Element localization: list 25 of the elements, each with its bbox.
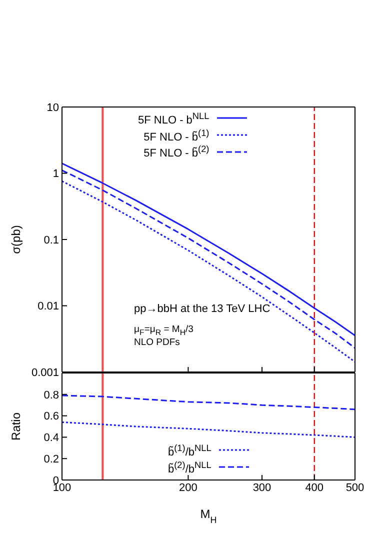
x-tick-label: 400 [305,482,324,494]
y-tick-label: 0.6 [44,410,59,423]
y-tick-label: 0.4 [44,432,59,444]
y-tick-label: 0.2 [44,454,59,466]
y-axis-title: σ(pb) [9,225,23,254]
legend-label: b̃$^{(2)}$/b$^{NLL}$ [168,458,212,476]
x-tick-label: 100 [52,482,72,494]
y-axis-title: Ratio [9,412,23,441]
y-tick-label: 1 [52,168,59,180]
annotation: μ$_{F}$=μ$_{R}$ = M$_{H}$/3 [134,324,194,337]
legend-label: 5F NLO - b$^{NLL}$ [138,110,210,127]
legend-label: 5F NLO - b̃$^{(2)}$ [144,143,210,160]
x-axis-title: M$_{H}$ [200,507,217,525]
x-tick-label: 500 [346,482,364,494]
legend-label: b̃$^{(1)}$/b$^{NLL}$ [168,442,212,459]
x-tick-label: 200 [179,482,198,494]
y-tick-label: 0.1 [44,234,59,246]
legend-label: 5F NLO - b̃$^{(1)}$ [144,126,210,144]
y-tick-label: 0.8 [44,389,59,402]
y-tick-label: 0.01 [38,300,59,313]
annotation: NLO PDFs [134,337,180,348]
x-tick-label: 300 [252,482,272,494]
y-tick-label: 0.001 [31,366,59,379]
y-tick-label: 10 [46,102,59,114]
annotation: pp→bbH at the 13 TeV LHC [134,303,270,315]
